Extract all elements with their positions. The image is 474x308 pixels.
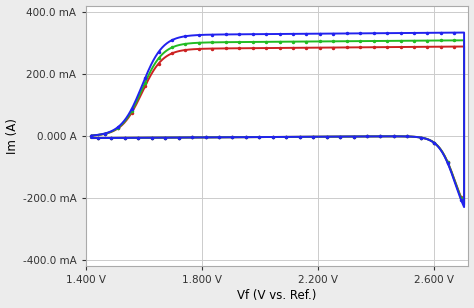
X-axis label: Vf (V vs. Ref.): Vf (V vs. Ref.) xyxy=(237,290,317,302)
Y-axis label: Im (A): Im (A) xyxy=(6,118,18,154)
